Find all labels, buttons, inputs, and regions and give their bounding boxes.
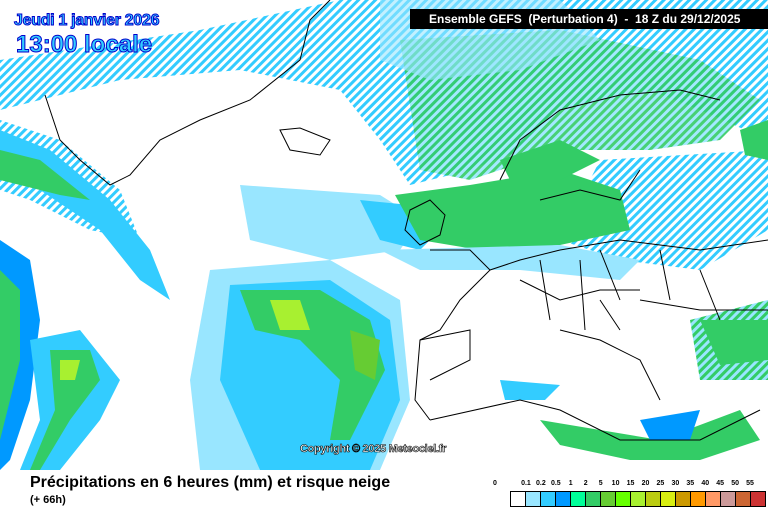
precipitation-legend: 0 0.1 0.2 0.5 1 2 5 10 15 20 25 30 35 40 45 50 55 <box>493 480 768 507</box>
legend-label: 30 <box>671 480 680 487</box>
legend-swatch <box>631 492 646 506</box>
legend-label: 0.1 <box>521 480 531 487</box>
legend-label: 55 <box>746 480 754 487</box>
legend-swatch <box>706 492 721 506</box>
legend-swatch <box>691 492 706 506</box>
legend-label: 25 <box>656 480 665 487</box>
legend-swatch <box>601 492 616 506</box>
legend-swatch <box>676 492 691 506</box>
legend-label: 40 <box>701 480 710 487</box>
legend-label: 45 <box>716 480 725 487</box>
legend-label: 35 <box>686 480 695 487</box>
coastlines <box>44 0 768 441</box>
legend-swatch <box>541 492 556 506</box>
legend-swatch <box>511 492 526 506</box>
legend-swatch <box>616 492 631 506</box>
precipitation-map <box>0 0 768 470</box>
legend-swatch <box>586 492 601 506</box>
legend-swatch <box>721 492 736 506</box>
legend-label: 10 <box>611 480 620 487</box>
precipitation-fields <box>0 0 768 470</box>
legend-swatch <box>571 492 586 506</box>
legend-color-scale <box>510 491 766 507</box>
legend-label: 0 <box>493 480 497 487</box>
forecast-lead-time: (+ 66h) <box>30 494 66 506</box>
legend-swatch <box>736 492 751 506</box>
forecast-time: 13:00 locale <box>15 31 153 59</box>
legend-swatch <box>661 492 676 506</box>
legend-label: 2 <box>583 480 588 487</box>
legend-label: 50 <box>731 480 740 487</box>
copyright-text: Copyright © 2025 Meteociel.fr <box>300 443 447 456</box>
legend-label: 5 <box>598 480 603 487</box>
legend-swatch <box>556 492 571 506</box>
map-parameter-title: Précipitations en 6 heures (mm) et risqu… <box>30 474 391 491</box>
forecast-date: Jeudi 1 janvier 2026 <box>13 12 160 30</box>
model-run-header: Ensemble GEFS (Perturbation 4) - 18 Z du… <box>410 9 768 29</box>
legend-swatch <box>646 492 661 506</box>
legend-labels: 0 0.1 0.2 0.5 1 2 5 10 15 20 25 30 35 40 45 50 55 <box>493 480 768 490</box>
legend-swatch <box>751 492 765 506</box>
legend-label: 15 <box>626 480 635 487</box>
legend-label: 20 <box>641 480 650 487</box>
legend-label: 1 <box>568 480 573 487</box>
legend-swatch <box>526 492 541 506</box>
legend-label: 0.5 <box>550 480 561 487</box>
legend-label: 0.2 <box>536 480 546 487</box>
